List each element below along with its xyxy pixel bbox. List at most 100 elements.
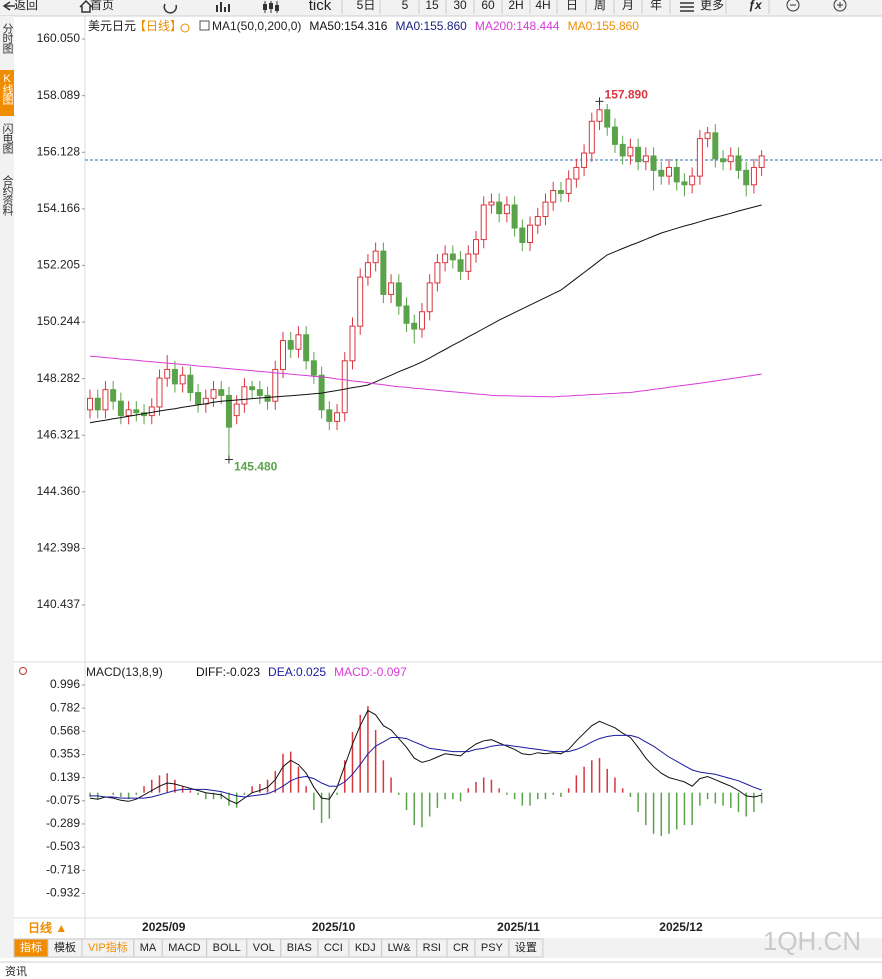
indicator-tab[interactable]: KDJ xyxy=(355,942,376,954)
macd-line xyxy=(90,734,762,799)
refresh-icon[interactable] xyxy=(163,3,178,14)
side-tab[interactable]: 分时图 xyxy=(1,23,14,55)
y-tick-label: 144.360 xyxy=(37,484,81,498)
bar-icon[interactable] xyxy=(216,2,230,12)
toolbar-item[interactable]: ƒx xyxy=(748,0,763,12)
indicator-tab[interactable]: PSY xyxy=(481,942,504,954)
candle-body xyxy=(611,126,618,145)
y-tick-label: 0.996 xyxy=(50,677,80,691)
candle-body xyxy=(480,204,487,241)
y-tick-label: 142.398 xyxy=(37,541,81,555)
legend-entry: MA50:154.316 xyxy=(309,19,387,33)
candle-body xyxy=(604,109,611,128)
home-icon[interactable] xyxy=(79,0,93,13)
candle-body xyxy=(720,158,727,163)
candle-body xyxy=(534,216,541,226)
candle-body xyxy=(310,360,317,376)
zoom-out-icon[interactable] xyxy=(786,0,800,12)
legend-entry: DIFF:-0.023 xyxy=(196,665,260,679)
legend-entry: MA1(50,0,200,0) xyxy=(212,19,301,33)
candle-body xyxy=(588,120,595,154)
toolbar-item[interactable]: 5日 xyxy=(357,0,376,12)
settings-icon[interactable] xyxy=(19,667,27,675)
candle-body xyxy=(326,409,333,422)
legend-entry: MA200:148.444 xyxy=(475,19,560,33)
candle-body xyxy=(388,282,395,295)
candle-icon-body xyxy=(263,4,267,10)
candle-body xyxy=(457,259,464,272)
side-tab[interactable]: K线图 xyxy=(1,73,14,106)
chart-title: 美元日元 xyxy=(88,19,136,33)
candle-body xyxy=(642,155,649,163)
side-tab[interactable]: 闪电图 xyxy=(1,122,14,155)
candle-body xyxy=(712,132,719,160)
candle-icon-body xyxy=(275,5,279,11)
side-tab[interactable]: 合约资料 xyxy=(1,174,14,217)
toolbar-item[interactable]: 5 xyxy=(402,0,409,12)
toolbar-item[interactable]: tick xyxy=(309,0,332,14)
y-tick-label: 154.166 xyxy=(37,201,81,215)
indicator-tab[interactable]: MA xyxy=(140,942,157,954)
indicator-tab[interactable]: BIAS xyxy=(287,942,312,954)
candle-body xyxy=(418,311,425,330)
period-selector[interactable]: 日线 ▲ xyxy=(28,920,67,935)
x-tick-label: 2025/10 xyxy=(312,920,356,934)
toolbar-item[interactable]: 更多 xyxy=(700,0,724,12)
y-tick-label: 140.437 xyxy=(37,597,81,611)
candle-body xyxy=(735,155,742,171)
back-icon[interactable] xyxy=(2,1,15,11)
toolbar-item[interactable]: 2H xyxy=(508,0,523,12)
watermark: 1QH.CN xyxy=(763,926,861,956)
chart-period[interactable]: 【日线】 xyxy=(134,19,182,33)
news-tab[interactable]: 资讯 xyxy=(5,965,27,978)
menu-icon[interactable] xyxy=(680,2,694,12)
toolbar-item[interactable]: 60 xyxy=(481,0,495,12)
x-tick-label: 2025/09 xyxy=(142,920,186,934)
candle-body xyxy=(187,374,194,394)
macd-line xyxy=(89,709,762,805)
candle-body xyxy=(727,155,734,163)
candle-body xyxy=(380,250,387,295)
zoom-in-icon[interactable] xyxy=(833,0,847,12)
legend-entry: MA0:155.860 xyxy=(568,19,640,33)
indicator-tab[interactable]: VOL xyxy=(253,942,275,954)
candle-body xyxy=(218,389,225,396)
candle-body xyxy=(550,190,557,203)
x-tick-label: 2025/12 xyxy=(659,920,703,934)
candle-body xyxy=(295,334,302,350)
candle-body xyxy=(102,389,109,411)
toolbar-item[interactable]: 周 xyxy=(594,0,606,12)
candle-body xyxy=(627,146,634,157)
candle-body xyxy=(280,340,286,370)
tab-box xyxy=(508,938,544,958)
indicator-tab[interactable]: MACD xyxy=(168,942,200,954)
candle-body xyxy=(743,169,750,186)
toolbar-item[interactable]: 月 xyxy=(622,0,634,12)
indicator-tab[interactable]: 指标 xyxy=(20,940,42,954)
indicator-tab[interactable]: CCI xyxy=(324,942,343,954)
toolbar-item[interactable]: 4H xyxy=(535,0,550,12)
indicator-tab[interactable]: BOLL xyxy=(213,942,241,954)
candle-body xyxy=(110,389,117,402)
candle-body xyxy=(171,368,178,385)
collapse-icon[interactable] xyxy=(180,23,190,33)
toolbar-item[interactable]: 首页 xyxy=(90,0,114,12)
candle-icon-body xyxy=(269,3,273,9)
indicator-tab[interactable]: VIP指标 xyxy=(88,940,128,954)
ma-icon[interactable] xyxy=(199,20,210,31)
candle-body xyxy=(527,224,534,243)
candle-body xyxy=(750,166,757,186)
toolbar-item[interactable]: 日 xyxy=(566,0,578,12)
toolbar-item[interactable]: 返回 xyxy=(14,0,38,12)
toolbar-item[interactable]: 30 xyxy=(453,0,467,12)
y-tick-label: -0.503 xyxy=(46,839,80,853)
candle-body xyxy=(349,325,356,362)
toolbar-item[interactable]: 15 xyxy=(425,0,439,12)
indicator-tab[interactable]: LW& xyxy=(388,942,412,954)
indicator-tab[interactable]: 设置 xyxy=(515,941,537,954)
candle-body xyxy=(94,397,101,411)
indicator-tab[interactable]: 模板 xyxy=(54,940,76,954)
toolbar-item[interactable]: 年 xyxy=(650,0,662,12)
indicator-tab[interactable]: CR xyxy=(453,942,469,954)
indicator-tab[interactable]: RSI xyxy=(423,942,441,954)
